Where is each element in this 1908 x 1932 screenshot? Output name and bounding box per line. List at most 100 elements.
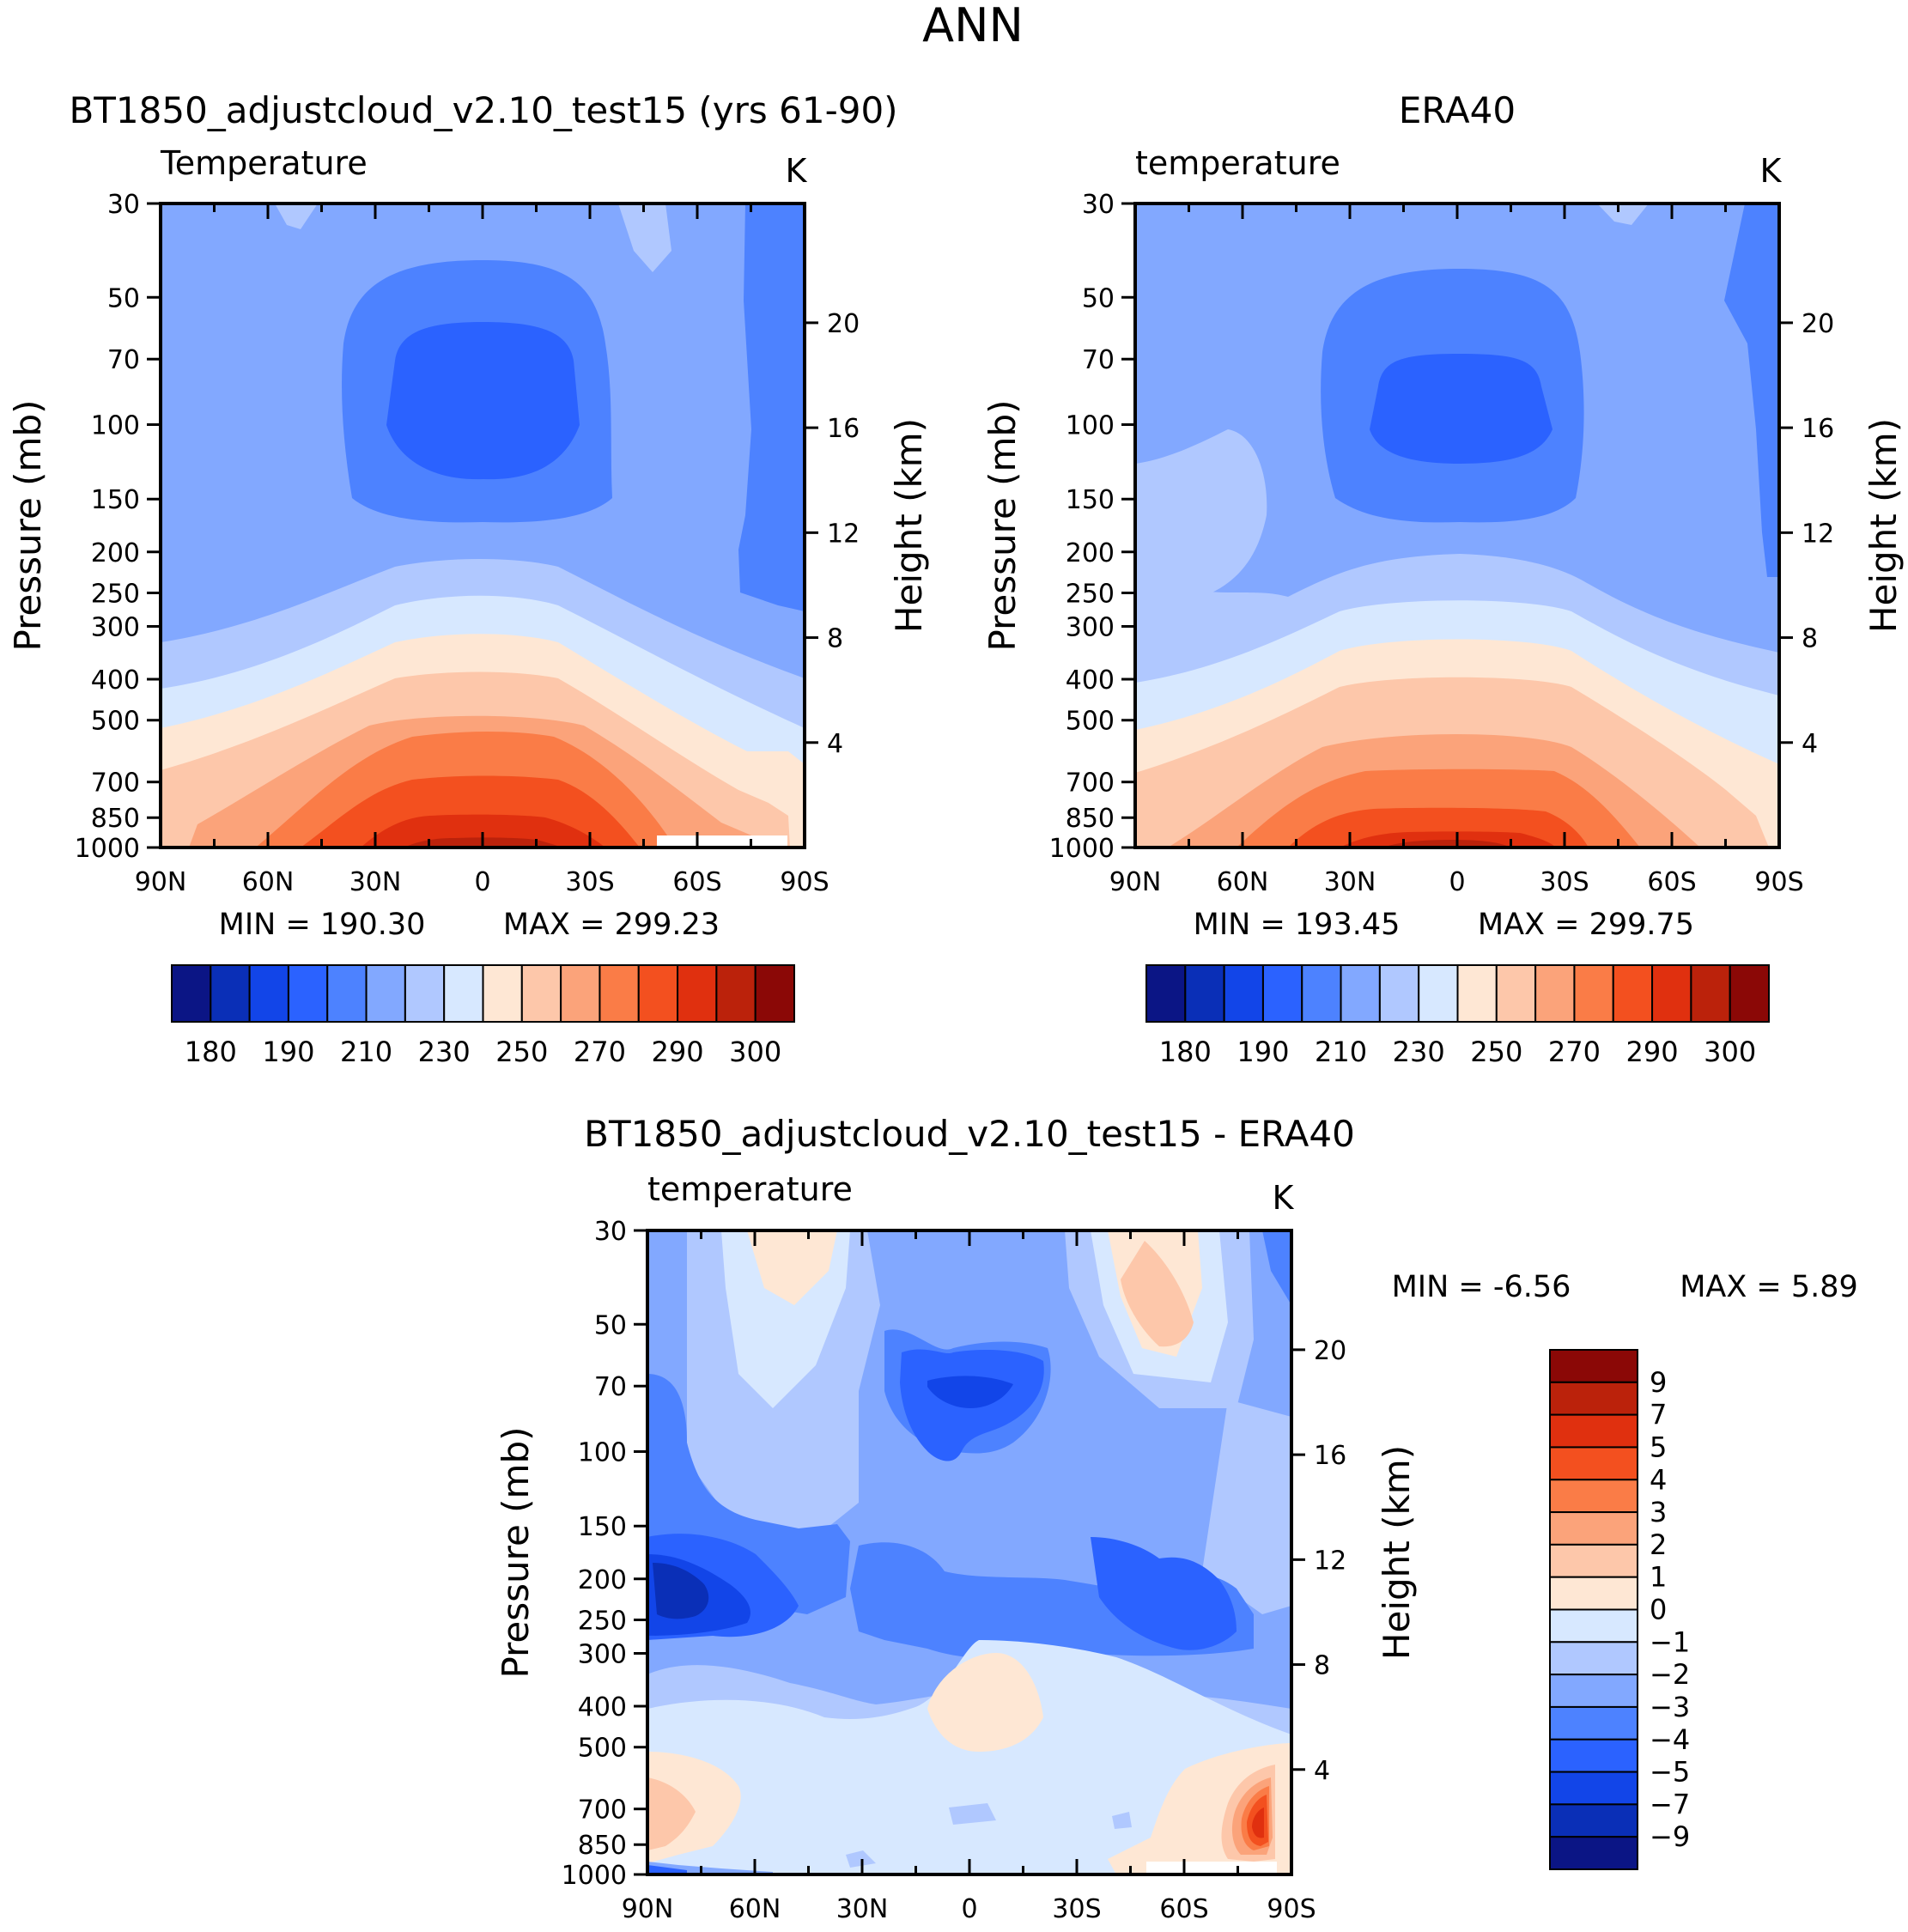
- y2-axis-title: Height (km): [1376, 1445, 1418, 1660]
- lat-tick-label: 60N: [242, 867, 295, 897]
- pressure-tick-label: 200: [578, 1565, 627, 1595]
- colorbar-swatch: [1534, 964, 1576, 1023]
- colorbar-swatch: [1549, 1641, 1638, 1676]
- colorbar-swatch: [1549, 1543, 1638, 1578]
- lat-tick-label: 0: [1449, 867, 1465, 897]
- colorbar-swatch: [1145, 964, 1187, 1023]
- colorbar-swatch: [715, 964, 757, 1023]
- colorbar-label: 210: [1315, 1036, 1367, 1068]
- colorbar-swatch: [1549, 1576, 1638, 1611]
- pressure-tick-label: 700: [1066, 769, 1115, 799]
- pressure-tick-label: 100: [578, 1438, 627, 1468]
- height-tick-label: 4: [1314, 1756, 1330, 1786]
- variable-label: temperature: [647, 1170, 853, 1208]
- lat-tick-label: 30S: [565, 867, 614, 897]
- pressure-tick-label: 300: [91, 612, 140, 642]
- contour-band-dark-blue: [1370, 354, 1553, 464]
- contour-band-red: [361, 814, 605, 848]
- contour-band-light-blue: [1597, 204, 1649, 225]
- lat-tick-label: 60N: [1217, 867, 1269, 897]
- variable-label: temperature: [1135, 144, 1340, 182]
- lat-tick-label: 30N: [1324, 867, 1376, 897]
- colorbar-swatch: [1184, 964, 1225, 1023]
- lat-tick-label: 90S: [780, 867, 829, 897]
- panel-model: BT1850_adjustcloud_v2.10_test15 (yrs 61-…: [7, 89, 930, 1068]
- colorbar-label: 250: [1470, 1036, 1522, 1068]
- colorbar-swatch: [326, 964, 368, 1023]
- colorbar-swatch: [1340, 964, 1381, 1023]
- lat-tick-label: 30S: [1540, 867, 1589, 897]
- colorbar-swatch: [443, 964, 484, 1023]
- height-tick-label: 12: [1314, 1546, 1346, 1576]
- colorbar-swatch: [1549, 1446, 1638, 1481]
- height-tick-label: 16: [1802, 414, 1834, 444]
- colorbar-label: 4: [1650, 1463, 1667, 1496]
- pressure-tick-label: 50: [107, 283, 140, 313]
- contour-band-blue: [1262, 1230, 1291, 1305]
- colorbar-label: 230: [418, 1036, 471, 1068]
- colorbar-label: 0: [1650, 1594, 1667, 1626]
- lat-tick-label: 90S: [1267, 1894, 1316, 1924]
- height-tick-label: 12: [1802, 519, 1834, 549]
- lat-tick-label: 30N: [349, 867, 402, 897]
- figure-title: ANN: [922, 0, 1024, 52]
- colorbar-swatch: [520, 964, 562, 1023]
- pressure-tick-label: 400: [1066, 665, 1115, 696]
- pressure-tick-label: 500: [1066, 707, 1115, 737]
- min-label: MIN = 190.30: [219, 908, 426, 942]
- height-axis: 20 16 12 8 4: [1779, 309, 1834, 759]
- panel-title: BT1850_adjustcloud_v2.10_test15 - ERA40: [584, 1113, 1355, 1155]
- pressure-tick-label: 700: [91, 769, 140, 799]
- colorbar-label: 300: [1704, 1036, 1756, 1068]
- panel-difference: BT1850_adjustcloud_v2.10_test15 - ERA40 …: [495, 1113, 1858, 1924]
- colorbar-label: −4: [1650, 1723, 1690, 1756]
- pressure-tick-label: 400: [578, 1692, 627, 1722]
- colorbar-swatch: [1378, 964, 1420, 1023]
- lat-tick-label: 90N: [622, 1894, 674, 1924]
- colorbar-label: 230: [1393, 1036, 1445, 1068]
- contour-band-cream: [747, 1230, 837, 1305]
- colorbar-label: 180: [185, 1036, 237, 1068]
- colorbar-label: 190: [262, 1036, 314, 1068]
- colorbar-swatch: [1651, 964, 1692, 1023]
- colorbar-swatch: [1549, 1511, 1638, 1546]
- colorbar-swatch: [560, 964, 601, 1023]
- lat-tick-label: 90N: [135, 867, 187, 897]
- pressure-tick-label: 200: [91, 538, 140, 568]
- colorbar-label: 1: [1650, 1561, 1667, 1594]
- colorbar-swatch: [1549, 1836, 1638, 1870]
- pressure-tick-label: 300: [1066, 612, 1115, 642]
- colorbar-swatch: [1223, 964, 1264, 1023]
- pressure-tick-label: 250: [91, 579, 140, 609]
- variable-label: Temperature: [160, 144, 368, 182]
- pressure-tick-label: 150: [1066, 485, 1115, 515]
- colorbar-label: 9: [1650, 1366, 1667, 1399]
- colorbar-swatch: [248, 964, 289, 1023]
- pressure-tick-label: 150: [91, 485, 140, 515]
- y-axis-title: Pressure (mb): [495, 1426, 537, 1678]
- pressure-tick-label: 850: [1066, 804, 1115, 834]
- max-label: MAX = 299.23: [503, 908, 720, 942]
- colorbar-label: 2: [1650, 1528, 1667, 1561]
- pressure-tick-label: 50: [594, 1310, 627, 1340]
- contour-field: [1135, 204, 1779, 848]
- colorbar-swatch: [365, 964, 406, 1023]
- colorbar-swatch: [1612, 964, 1654, 1023]
- pressure-tick-label: 400: [91, 665, 140, 696]
- colorbar-label: −1: [1650, 1625, 1690, 1658]
- colorbar-label: −3: [1650, 1691, 1690, 1723]
- latitude-axis: 90N 60N 30N 0 30S 60S 90S: [135, 204, 829, 897]
- pressure-tick-label: 850: [91, 804, 140, 834]
- colorbar-swatch: [1549, 1738, 1638, 1773]
- colorbar-label: −5: [1650, 1756, 1690, 1789]
- colorbar-swatch: [677, 964, 718, 1023]
- height-tick-label: 8: [1802, 624, 1818, 654]
- contour-field: [161, 204, 805, 848]
- colorbar-swatch: [1690, 964, 1731, 1023]
- pressure-tick-label: 100: [91, 411, 140, 441]
- height-axis: 20 16 12 8 4: [1291, 1336, 1346, 1786]
- contour-band-blue: [1724, 204, 1779, 577]
- pressure-tick-label: 70: [1082, 345, 1115, 375]
- colorbar-label: 190: [1237, 1036, 1289, 1068]
